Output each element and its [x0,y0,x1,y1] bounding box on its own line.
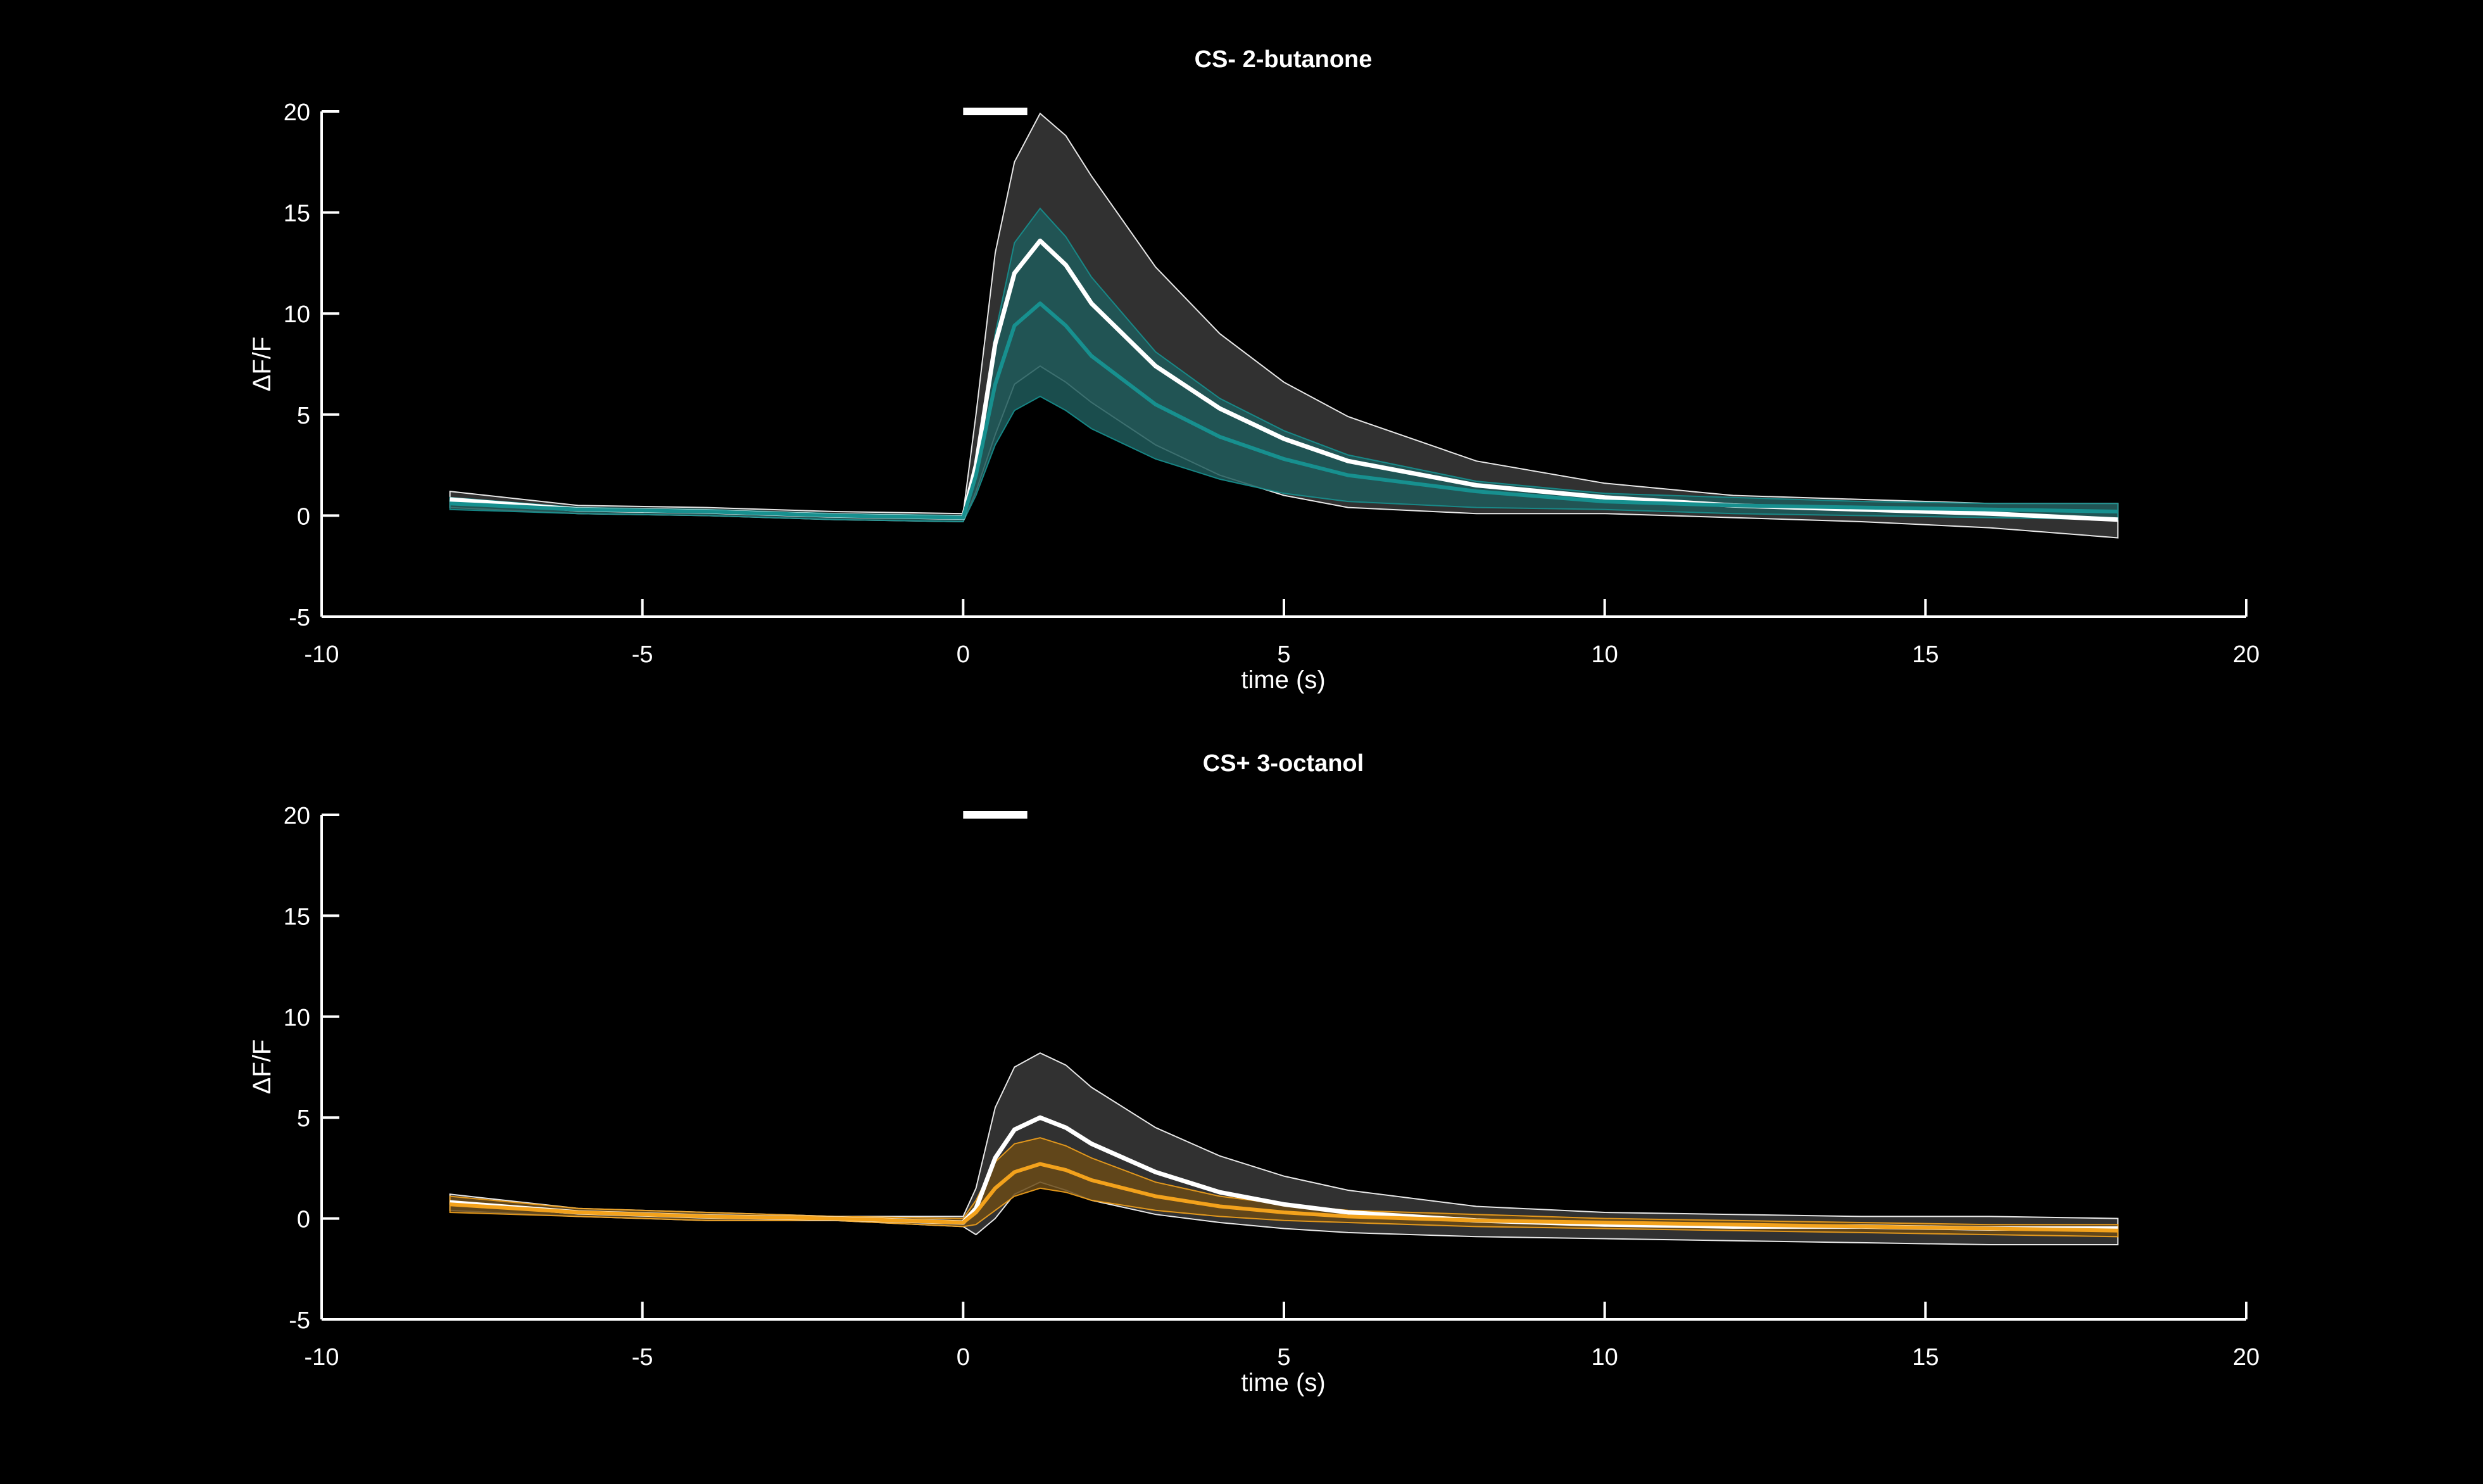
y-axis-label: ΔF/F [248,337,276,392]
x-axis-label: time (s) [1241,1369,1325,1397]
x-tick-label: 10 [1592,641,1618,668]
mean-lines [449,1115,2118,1233]
y-tick-label: 10 [284,1005,310,1031]
x-tick-label: 0 [957,1344,970,1371]
x-tick-label: -10 [305,1344,339,1371]
y-axis-label: ΔF/F [248,1040,276,1095]
x-axis-label: time (s) [1241,666,1325,694]
x-tick-label: 10 [1592,1344,1618,1371]
x-tick-label: 20 [2233,641,2260,668]
mean-lines [449,238,2118,522]
y-tick-label: 0 [297,1207,310,1233]
x-tick-label: 5 [1277,641,1290,668]
axes: -10 -5 0 5 10 15 20 -5 0 5 10 15 20 [284,99,2260,668]
panel-cs-minus: CS- 2-butanone -10 -5 0 5 10 15 20 -5 0 5 10 15 20 t… [248,46,2260,694]
y-tick-label: -5 [289,605,310,631]
panel-title: CS- 2-butanone [1195,46,1373,73]
y-tick-label: 0 [297,503,310,530]
y-tick-label: -5 [289,1307,310,1334]
y-tick-label: 20 [284,99,310,126]
mean-line-series-1 [449,1162,2118,1233]
panel-cs-plus: CS+ 3-octanol -10 -5 0 5 10 15 20 -5 0 5 10 15 20 ti… [248,750,2260,1397]
y-tick-label: 5 [297,403,310,429]
axes: -10 -5 0 5 10 15 20 -5 0 5 10 15 20 [284,803,2260,1371]
y-tick-label: 10 [284,301,310,328]
x-tick-label: -10 [305,641,339,668]
x-tick-label: -5 [632,1344,653,1371]
y-tick-label: 15 [284,201,310,227]
panel-title: CS+ 3-octanol [1203,750,1364,777]
x-tick-label: 15 [1912,1344,1939,1371]
mean-line-series-1 [449,301,2118,520]
x-tick-label: 20 [2233,1344,2260,1371]
y-tick-label: 20 [284,803,310,829]
x-tick-label: 15 [1912,641,1939,668]
y-tick-label: 15 [284,903,310,930]
x-tick-label: -5 [632,641,653,668]
y-tick-label: 5 [297,1105,310,1132]
x-tick-label: 0 [957,641,970,668]
x-tick-label: 5 [1277,1344,1290,1371]
